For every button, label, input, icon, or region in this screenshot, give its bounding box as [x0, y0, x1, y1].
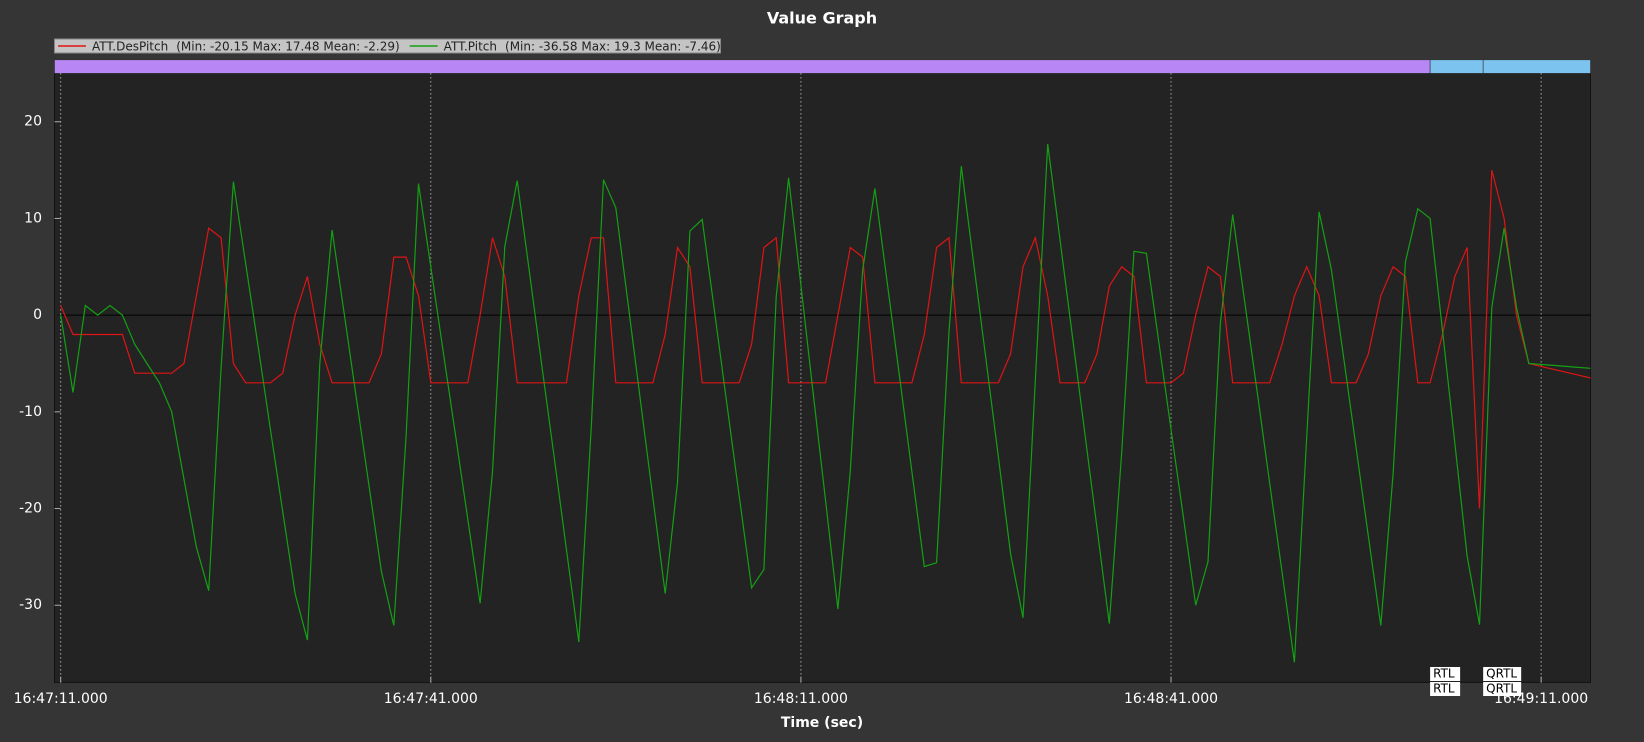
series-line: [60, 169, 1591, 509]
legend-entry: ATT.Pitch (Min: -36.58 Max: 19.3 Mean: -7…: [444, 39, 721, 53]
legend-name: ATT.Pitch: [444, 39, 497, 53]
y-tick-label: -20: [19, 501, 42, 517]
mode-band: [54, 59, 1431, 74]
mode-band: [1429, 59, 1484, 74]
legend-name: ATT.DesPitch: [92, 39, 168, 53]
x-tick-label: 16:48:11.000: [754, 691, 848, 707]
mode-band: [1482, 59, 1591, 74]
x-tick-label: 16:47:41.000: [384, 691, 478, 707]
y-tick-label: -30: [19, 597, 42, 613]
chart-title: Value Graph: [767, 9, 877, 28]
legend-entry: ATT.DesPitch (Min: -20.15 Max: 17.48 Mean…: [92, 39, 400, 53]
mode-label: RTL: [1433, 682, 1455, 696]
x-tick-label: 16:49:11.000: [1494, 691, 1588, 707]
series-line: [60, 143, 1591, 663]
mode-label: RTL: [1433, 667, 1455, 681]
legend-stats: (Min: -36.58 Max: 19.3 Mean: -7.46): [505, 39, 721, 53]
x-axis-label: Time (sec): [781, 715, 863, 731]
plot-area: [54, 72, 1591, 683]
mode-label-box: [1430, 682, 1461, 696]
y-tick-label: 10: [24, 210, 42, 226]
mode-label: QRTL: [1486, 682, 1517, 696]
legend: ATT.DesPitch (Min: -20.15 Max: 17.48 Mean…: [58, 39, 721, 53]
mode-label-box: [1483, 667, 1522, 681]
y-tick-label: 0: [33, 307, 42, 323]
mode-label-box: [1430, 667, 1461, 681]
legend-box: [54, 38, 721, 54]
legend-stats: (Min: -20.15 Max: 17.48 Mean: -2.29): [176, 39, 399, 53]
y-tick-label: -10: [19, 404, 42, 420]
mode-label: QRTL: [1486, 667, 1517, 681]
x-tick-label: 16:47:11.000: [14, 691, 108, 707]
y-tick-label: 20: [24, 114, 42, 130]
mode-label-box: [1483, 682, 1522, 696]
x-tick-label: 16:48:41.000: [1124, 691, 1218, 707]
